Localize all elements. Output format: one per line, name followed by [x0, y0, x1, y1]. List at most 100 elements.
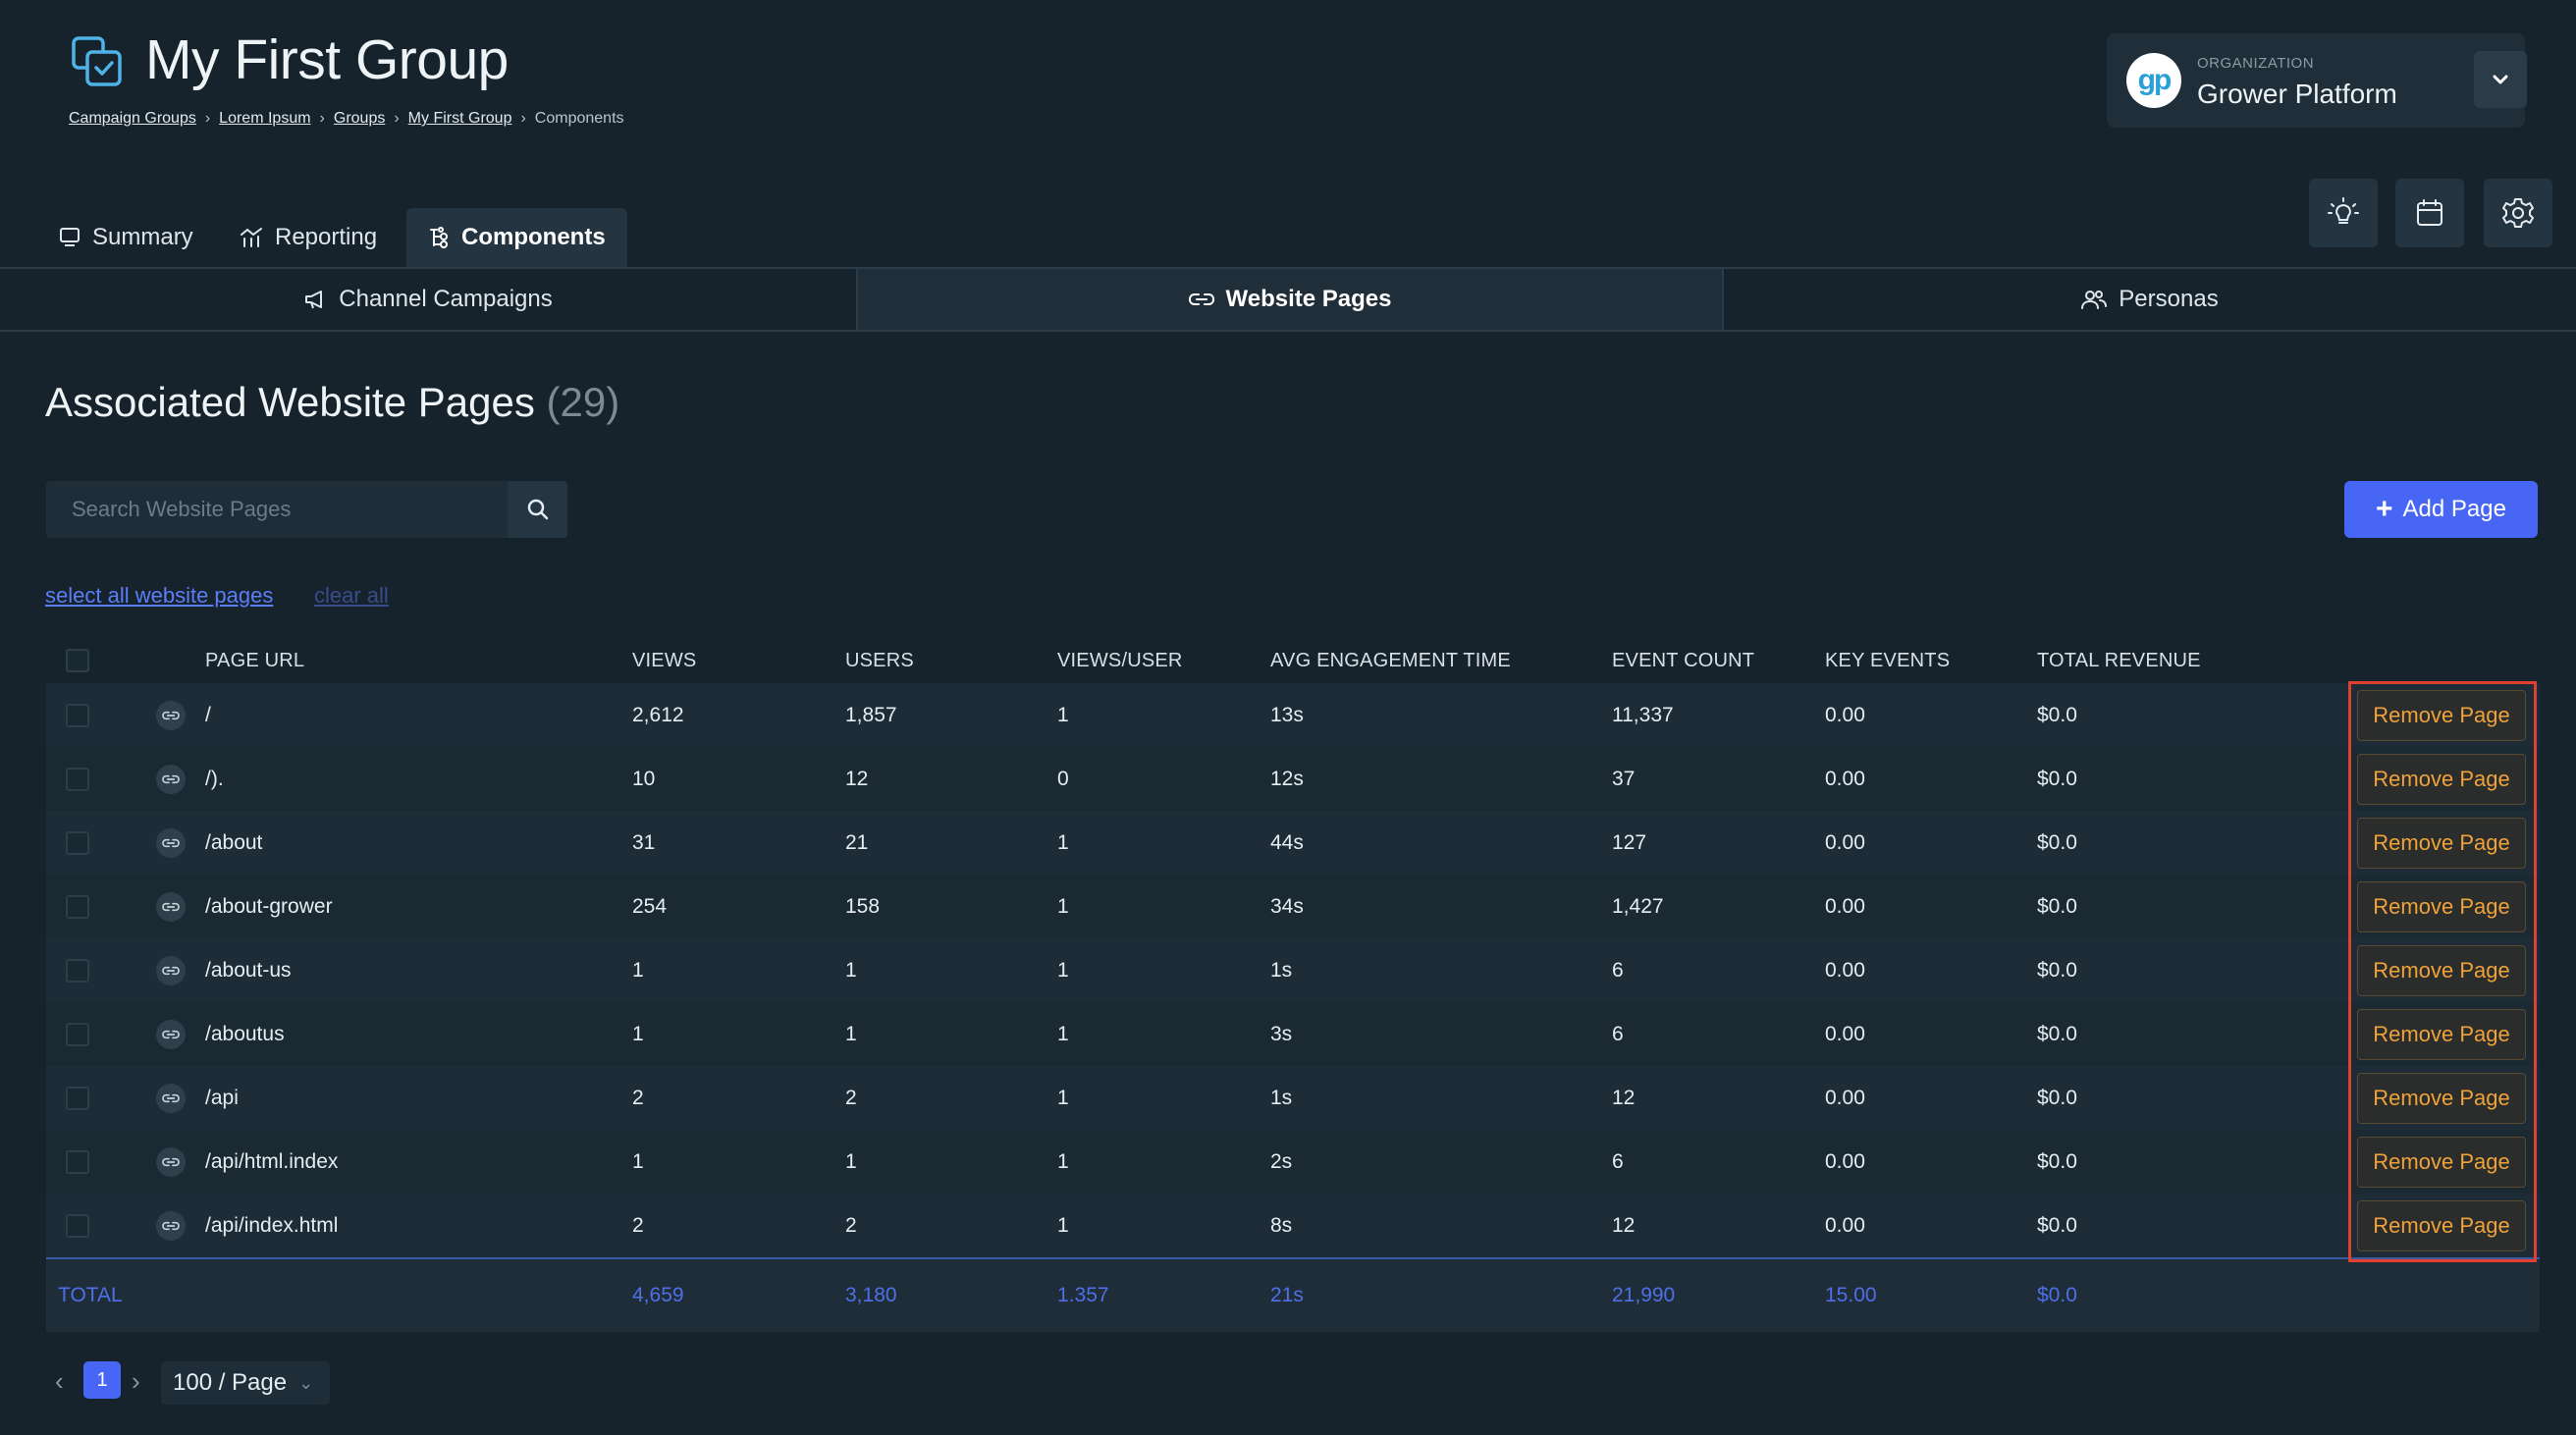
cell-page-url[interactable]: /about-grower — [205, 894, 333, 918]
column-header-event-count[interactable]: EVENT COUNT — [1612, 649, 1755, 671]
remove-page-button[interactable]: Remove Page — [2357, 753, 2526, 805]
breadcrumb-separator: › — [319, 110, 325, 127]
organization-logo: gp — [2126, 53, 2181, 108]
pagination-prev-button[interactable]: ‹ — [55, 1366, 64, 1396]
cell-page-url[interactable]: /aboutus — [205, 1022, 285, 1045]
subtab-website-pages[interactable]: Website Pages — [856, 269, 1724, 330]
cell-views-per-user: 1 — [1057, 1213, 1069, 1237]
link-icon[interactable] — [156, 700, 186, 730]
breadcrumb-my-first-group[interactable]: My First Group — [407, 110, 512, 127]
column-header-views-per-user[interactable]: VIEWS/USER — [1057, 649, 1183, 671]
remove-page-button[interactable]: Remove Page — [2357, 1008, 2526, 1060]
row-checkbox[interactable] — [66, 1086, 89, 1110]
link-icon[interactable] — [156, 1019, 186, 1049]
tips-button[interactable] — [2309, 179, 2378, 247]
pagination-page-1[interactable]: 1 — [83, 1361, 121, 1399]
link-icon[interactable] — [156, 827, 186, 858]
row-checkbox[interactable] — [66, 703, 89, 727]
clear-all-link[interactable]: clear all — [314, 583, 389, 608]
page-size-select[interactable]: 100 / Page ⌄ — [161, 1361, 330, 1405]
remove-page-button[interactable]: Remove Page — [2357, 880, 2526, 932]
tab-components[interactable]: Components — [406, 208, 627, 267]
remove-page-button[interactable]: Remove Page — [2357, 689, 2526, 741]
row-checkbox[interactable] — [66, 1149, 89, 1174]
total-users: 3,180 — [845, 1284, 897, 1306]
search-button[interactable] — [508, 481, 567, 538]
column-header-users[interactable]: USERS — [845, 649, 914, 671]
cell-event-count: 127 — [1612, 830, 1647, 854]
remove-page-button[interactable]: Remove Page — [2357, 1072, 2526, 1124]
cell-event-count: 6 — [1612, 1022, 1624, 1045]
breadcrumb-separator: › — [204, 110, 211, 127]
search-input[interactable] — [46, 481, 508, 538]
add-page-button[interactable]: + Add Page — [2344, 481, 2538, 538]
table-row: /api/index.html 2 2 1 8s 12 0.00 $0.0 Remove Pag… — [46, 1194, 2540, 1257]
cell-page-url[interactable]: /api — [205, 1086, 239, 1109]
settings-button[interactable] — [2484, 179, 2552, 247]
breadcrumb-lorem-ipsum[interactable]: Lorem Ipsum — [219, 110, 311, 127]
cell-page-url[interactable]: /about-us — [205, 958, 292, 982]
link-icon[interactable] — [156, 955, 186, 985]
tab-reporting[interactable]: Reporting — [240, 208, 377, 267]
cell-avg-engagement-time: 3s — [1270, 1022, 1293, 1045]
chevron-down-icon — [2493, 75, 2508, 84]
row-checkbox[interactable] — [66, 894, 89, 919]
row-checkbox[interactable] — [66, 1022, 89, 1046]
cell-users: 158 — [845, 894, 881, 918]
tab-components-label: Components — [461, 224, 606, 250]
cell-page-url[interactable]: /api/index.html — [205, 1213, 339, 1237]
breadcrumb-campaign-groups[interactable]: Campaign Groups — [69, 110, 196, 127]
page-title: My First Group — [145, 28, 509, 91]
cell-page-url[interactable]: /api/html.index — [205, 1149, 339, 1173]
select-all-link[interactable]: select all website pages — [45, 583, 274, 608]
cell-avg-engagement-time: 13s — [1270, 703, 1304, 726]
cell-key-events: 0.00 — [1825, 958, 1865, 982]
calendar-button[interactable] — [2395, 179, 2464, 247]
gear-icon — [2502, 198, 2534, 228]
column-header-total-revenue[interactable]: TOTAL REVENUE — [2037, 649, 2201, 671]
column-header-key-events[interactable]: KEY EVENTS — [1825, 649, 1951, 671]
cell-users: 2 — [845, 1213, 857, 1237]
remove-page-button[interactable]: Remove Page — [2357, 817, 2526, 869]
row-checkbox[interactable] — [66, 767, 89, 791]
cell-event-count: 11,337 — [1612, 703, 1674, 726]
subtab-channel-campaigns[interactable]: Channel Campaigns — [0, 269, 856, 330]
total-key-events: 15.00 — [1825, 1284, 1877, 1306]
page-size-value: 100 / Page — [173, 1369, 288, 1396]
link-icon[interactable] — [156, 1083, 186, 1113]
pagination-next-button[interactable]: › — [132, 1366, 140, 1396]
tab-summary[interactable]: Summary — [59, 208, 193, 267]
breadcrumb-separator: › — [520, 110, 526, 127]
link-icon[interactable] — [156, 764, 186, 794]
link-icon[interactable] — [156, 891, 186, 922]
cell-page-url[interactable]: /). — [205, 767, 224, 790]
row-checkbox[interactable] — [66, 1213, 89, 1238]
cell-total-revenue: $0.0 — [2037, 1086, 2077, 1109]
cell-views-per-user: 1 — [1057, 830, 1069, 854]
row-checkbox[interactable] — [66, 958, 89, 983]
cell-page-url[interactable]: / — [205, 703, 211, 726]
section-title-text: Associated Website Pages — [45, 379, 535, 425]
organization-switcher[interactable]: gp ORGANIZATION Grower Platform — [2107, 33, 2527, 128]
breadcrumb-groups[interactable]: Groups — [333, 110, 386, 127]
cell-page-url[interactable]: /about — [205, 830, 263, 854]
organization-dropdown-button[interactable] — [2474, 51, 2527, 108]
link-icon[interactable] — [156, 1210, 186, 1241]
lightbulb-icon — [2328, 197, 2359, 224]
cell-total-revenue: $0.0 — [2037, 767, 2077, 790]
column-header-views[interactable]: VIEWS — [632, 649, 697, 671]
remove-page-button[interactable]: Remove Page — [2357, 1199, 2526, 1251]
remove-page-button[interactable]: Remove Page — [2357, 944, 2526, 996]
remove-page-button[interactable]: Remove Page — [2357, 1136, 2526, 1188]
column-header-avg-engagement-time[interactable]: AVG ENGAGEMENT TIME — [1270, 649, 1511, 671]
link-icon[interactable] — [156, 1146, 186, 1177]
cell-views-per-user: 1 — [1057, 1086, 1069, 1109]
select-all-checkbox[interactable] — [66, 649, 89, 672]
cell-key-events: 0.00 — [1825, 1149, 1865, 1173]
row-checkbox[interactable] — [66, 830, 89, 855]
column-header-page-url[interactable]: PAGE URL — [205, 649, 305, 671]
cell-users: 1,857 — [845, 703, 897, 726]
subtab-personas[interactable]: Personas — [1724, 269, 2576, 330]
section-count: (29) — [546, 379, 620, 425]
cell-avg-engagement-time: 1s — [1270, 1086, 1293, 1109]
